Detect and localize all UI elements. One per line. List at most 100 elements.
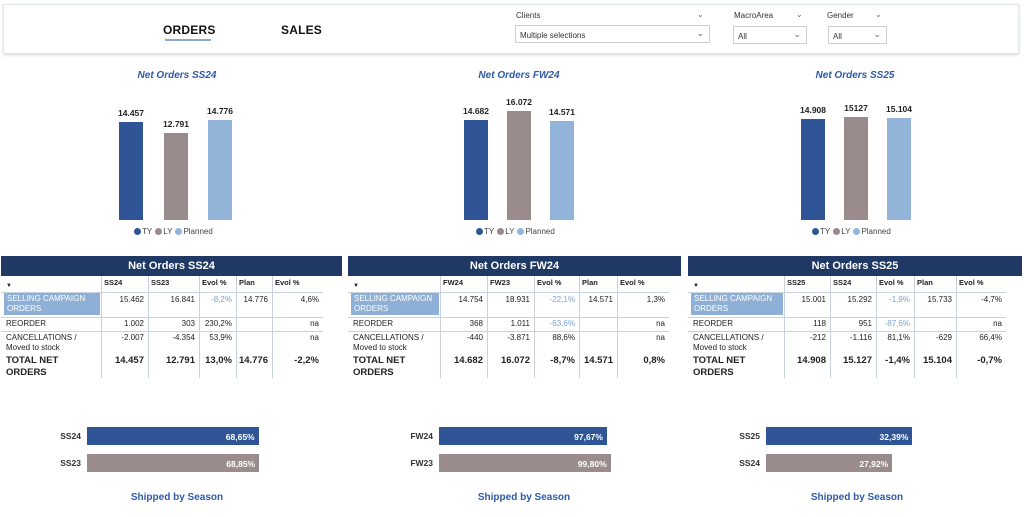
chart-title: Shipped by Season	[477, 492, 571, 503]
table-cell: 15.127	[842, 355, 872, 366]
table-title: Net Orders SS25	[688, 256, 1022, 276]
chevron-down-icon: ⌄	[873, 29, 881, 39]
gender-dropdown-value: All	[833, 32, 842, 41]
table-cell: 118	[813, 319, 826, 328]
clients-filter-label: Clients	[516, 11, 541, 20]
column-header[interactable]: Evol %	[202, 278, 227, 287]
row-label[interactable]: SELLING CAMPAIGN ORDERS	[691, 293, 783, 315]
row-label[interactable]: CANCELLATIONS / Moved to stock	[6, 333, 77, 352]
column-header[interactable]: Evol %	[879, 278, 904, 287]
chevron-down-icon[interactable]: ⌄	[875, 10, 882, 19]
table-cell: 14.908	[796, 355, 826, 366]
column-header[interactable]: Evol %	[275, 278, 300, 287]
table-grid: ▼ FW24 FW23 Evol % Plan Evol % SELLING CAMPAIG…	[348, 256, 681, 378]
row-label[interactable]: SELLING CAMPAIGN ORDERS	[4, 293, 100, 315]
column-header[interactable]: Evol %	[620, 278, 645, 287]
legend-planned-marker	[853, 228, 861, 235]
row-label[interactable]: TOTAL NET ORDERS	[6, 355, 59, 378]
column-header[interactable]: FW23	[490, 278, 511, 287]
table-cell: -8,7%	[550, 355, 575, 366]
tab-sales[interactable]: SALES	[281, 23, 323, 37]
column-header[interactable]: SS25	[787, 278, 806, 287]
table-cell: -212	[809, 333, 826, 342]
sort-arrow-icon[interactable]: ▼	[353, 283, 359, 289]
column-header[interactable]: SS24	[833, 278, 852, 287]
hbar-category-label: SS25	[739, 431, 760, 441]
table-cell: -3.871	[507, 333, 530, 342]
legend-planned-marker	[175, 228, 183, 235]
table-grid: ▼ SS25 SS24 Evol % Plan Evol % SELLING CAMPAIG…	[688, 256, 1022, 378]
legend-ty-label: TY	[142, 227, 153, 236]
row-label[interactable]: REORDER	[6, 319, 47, 328]
chevron-down-icon: ⌄	[696, 28, 704, 38]
row-label[interactable]: REORDER	[353, 319, 394, 328]
table-cell: 951	[858, 319, 872, 328]
table-cell: 13,0%	[205, 355, 232, 366]
macroarea-filter-label: MacroArea	[734, 11, 774, 20]
table-cell: 66,4%	[979, 333, 1002, 342]
table-cell: -4,7%	[981, 295, 1002, 304]
row-label[interactable]: CANCELLATIONS / Moved to stock	[353, 333, 424, 352]
gender-dropdown[interactable]: All ⌄	[828, 26, 887, 44]
legend-ly-label: LY	[841, 227, 851, 236]
table-cell: 1,3%	[646, 295, 665, 304]
row-divider	[688, 331, 1006, 332]
chevron-down-icon[interactable]: ⌄	[697, 10, 704, 19]
column-header[interactable]: FW24	[443, 278, 464, 287]
table-cell: 0,8%	[643, 355, 665, 366]
chart-legend: TY LY Planned	[809, 227, 891, 236]
chart-title: Net Orders SS24	[137, 70, 217, 81]
row-label[interactable]: TOTAL NET ORDERS	[353, 355, 406, 378]
clients-dropdown-value: Multiple selections	[520, 31, 586, 40]
bar-ly	[507, 111, 531, 220]
chevron-down-icon[interactable]: ⌄	[796, 10, 803, 19]
column-header[interactable]: Plan	[582, 278, 598, 287]
chart-title: Shipped by Season	[810, 492, 904, 503]
column-header[interactable]: Plan	[917, 278, 933, 287]
hbar-category-label: FW23	[410, 458, 433, 468]
legend-ly-marker	[497, 228, 505, 235]
sort-arrow-icon[interactable]: ▼	[693, 283, 699, 289]
column-header[interactable]: SS24	[104, 278, 123, 287]
bar-data-label: 14.776	[207, 105, 233, 116]
table-cell: 14.776	[238, 355, 268, 366]
table-cell: 14.457	[114, 355, 144, 366]
bar-ty	[801, 118, 825, 220]
hbar-category-label: SS24	[60, 431, 81, 441]
column-divider	[579, 276, 580, 378]
hbar-category-label: SS23	[60, 458, 81, 468]
row-label[interactable]: REORDER	[693, 319, 734, 328]
tab-orders[interactable]: ORDERS	[163, 23, 216, 37]
column-divider	[876, 276, 877, 378]
column-header[interactable]: Evol %	[537, 278, 562, 287]
table-cell: 303	[181, 319, 195, 328]
row-divider	[688, 317, 1006, 318]
table-cell: na	[310, 319, 319, 328]
table-cell: na	[656, 319, 665, 328]
column-header[interactable]: Evol %	[959, 278, 984, 287]
column-divider	[199, 276, 200, 378]
table-cell: 16.841	[170, 295, 195, 304]
legend-ly-label: LY	[163, 227, 173, 236]
column-divider	[830, 276, 831, 378]
table-cell: 88,6%	[552, 333, 575, 342]
table-cell: -2.007	[121, 333, 144, 342]
bar-data-label: 15127	[844, 103, 868, 114]
row-label[interactable]: SELLING CAMPAIGN ORDERS	[351, 293, 439, 315]
bar-planned	[208, 119, 232, 220]
column-header[interactable]: Plan	[239, 278, 255, 287]
row-label[interactable]: CANCELLATIONS / Moved to stock	[693, 333, 764, 352]
bar-data-label: 14.457	[118, 107, 144, 118]
column-header[interactable]: SS23	[151, 278, 170, 287]
bar-planned	[887, 117, 911, 220]
row-label[interactable]: TOTAL NET ORDERS	[693, 355, 746, 378]
clients-dropdown[interactable]: Multiple selections ⌄	[515, 25, 710, 43]
column-divider	[784, 276, 785, 378]
legend-ty-label: TY	[820, 227, 831, 236]
macroarea-dropdown[interactable]: All ⌄	[733, 26, 807, 44]
table-cell: 53,9%	[209, 333, 232, 342]
table-cell: 14.776	[243, 295, 268, 304]
legend-planned-label: Planned	[183, 227, 213, 236]
hbar-ss24	[766, 454, 893, 472]
sort-arrow-icon[interactable]: ▼	[6, 283, 12, 289]
